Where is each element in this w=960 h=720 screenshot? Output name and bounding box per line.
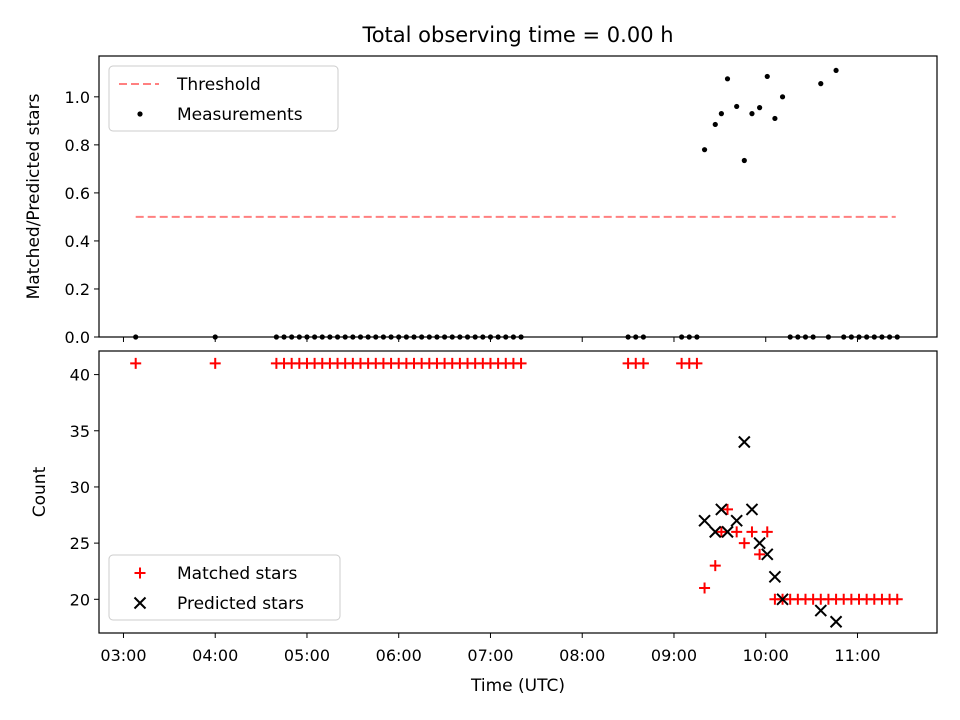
predicted-star-point bbox=[698, 514, 711, 527]
predicted-star-point bbox=[768, 570, 782, 584]
panel1-ylabel: Matched/Predicted stars bbox=[24, 93, 44, 299]
legend-box bbox=[108, 65, 339, 132]
predicted-star-point bbox=[814, 604, 827, 617]
matched-star-point bbox=[754, 548, 766, 560]
legend-label: Threshold bbox=[176, 75, 261, 95]
legend-box bbox=[108, 554, 341, 621]
panel2-ytick-label: 40 bbox=[70, 366, 90, 385]
matched-star-point bbox=[691, 357, 703, 369]
measurement-point bbox=[712, 121, 718, 128]
matched-star-point bbox=[761, 526, 773, 538]
legend-matched-swatch bbox=[134, 567, 146, 579]
legend-label: Predicted stars bbox=[177, 594, 304, 614]
xtick-label: 04:00 bbox=[192, 646, 238, 665]
panel1-ytick-label: 0.0 bbox=[65, 328, 90, 347]
panel1-ytick-label: 0.2 bbox=[65, 280, 90, 299]
xtick-label: 08:00 bbox=[559, 646, 605, 665]
x-axis-label: Time (UTC) bbox=[470, 676, 565, 696]
measurement-point bbox=[734, 103, 740, 110]
legend-predicted-swatch bbox=[133, 596, 147, 610]
xtick-label: 03:00 bbox=[100, 646, 146, 665]
xtick-label: 07:00 bbox=[467, 646, 513, 665]
predicted-star-point bbox=[761, 548, 774, 561]
panel2-ylabel: Count bbox=[30, 466, 50, 517]
xtick-label: 09:00 bbox=[651, 646, 697, 665]
predicted-star-point bbox=[776, 593, 789, 606]
panel2-ytick-label: 35 bbox=[70, 422, 90, 441]
predicted-star-point bbox=[730, 514, 743, 527]
chart-title: Total observing time = 0.00 h bbox=[361, 23, 673, 47]
panel2-legend: Matched stars Predicted stars bbox=[108, 554, 341, 621]
panel1-legend: Threshold Measurements bbox=[108, 65, 339, 132]
measurement-point bbox=[833, 67, 839, 74]
predicted-star-point bbox=[715, 503, 728, 516]
matched-star-point bbox=[746, 526, 758, 538]
panel2-ytick-label: 30 bbox=[70, 478, 90, 497]
measurement-point bbox=[764, 73, 770, 80]
xtick-label: 06:00 bbox=[376, 646, 422, 665]
measurement-point bbox=[818, 81, 824, 87]
panel2-series-predicted-stars bbox=[698, 435, 843, 628]
matched-star-point bbox=[715, 526, 727, 538]
predicted-star-point bbox=[753, 536, 766, 550]
panel1-frame bbox=[98, 55, 938, 338]
panel2-ytick-label: 20 bbox=[70, 590, 90, 609]
legend-label: Matched stars bbox=[177, 564, 297, 584]
legend-measurement-swatch bbox=[137, 111, 143, 117]
measurement-point bbox=[701, 147, 708, 153]
measurement-point bbox=[772, 115, 778, 122]
measurement-point bbox=[757, 105, 763, 111]
matched-star-point bbox=[209, 357, 221, 369]
xtick-label: 05:00 bbox=[284, 646, 330, 665]
matched-star-point bbox=[130, 357, 142, 369]
panel1-ytick-label: 0.4 bbox=[65, 232, 90, 251]
panel1-ytick-label: 1.0 bbox=[65, 88, 90, 107]
measurement-point bbox=[749, 111, 755, 117]
matched-star-point bbox=[738, 537, 750, 549]
matched-star-point bbox=[515, 357, 527, 369]
panel1-ytick-label: 0.6 bbox=[65, 184, 90, 203]
matched-star-point bbox=[637, 357, 649, 369]
legend-label: Measurements bbox=[177, 105, 303, 125]
matched-star-point bbox=[709, 560, 721, 572]
measurement-point bbox=[724, 76, 731, 82]
matched-star-point bbox=[731, 526, 743, 538]
panel2-ytick-label: 25 bbox=[70, 534, 90, 553]
measurement-point bbox=[741, 157, 747, 164]
panel2-frame bbox=[98, 350, 938, 634]
panel2-series-matched-stars bbox=[130, 357, 903, 605]
predicted-star-point bbox=[721, 525, 734, 539]
xtick-label: 11:00 bbox=[834, 646, 880, 665]
predicted-star-point bbox=[829, 615, 843, 628]
matched-star-point bbox=[891, 593, 903, 605]
measurement-point bbox=[779, 94, 786, 100]
xtick-label: 10:00 bbox=[743, 646, 789, 665]
matched-star-point bbox=[699, 582, 711, 594]
measurement-point bbox=[718, 111, 724, 117]
matched-star-point bbox=[722, 503, 733, 515]
panel1-ytick-label: 0.8 bbox=[65, 136, 90, 155]
predicted-star-point bbox=[709, 525, 722, 539]
predicted-star-point bbox=[745, 503, 759, 516]
predicted-star-point bbox=[738, 435, 751, 449]
